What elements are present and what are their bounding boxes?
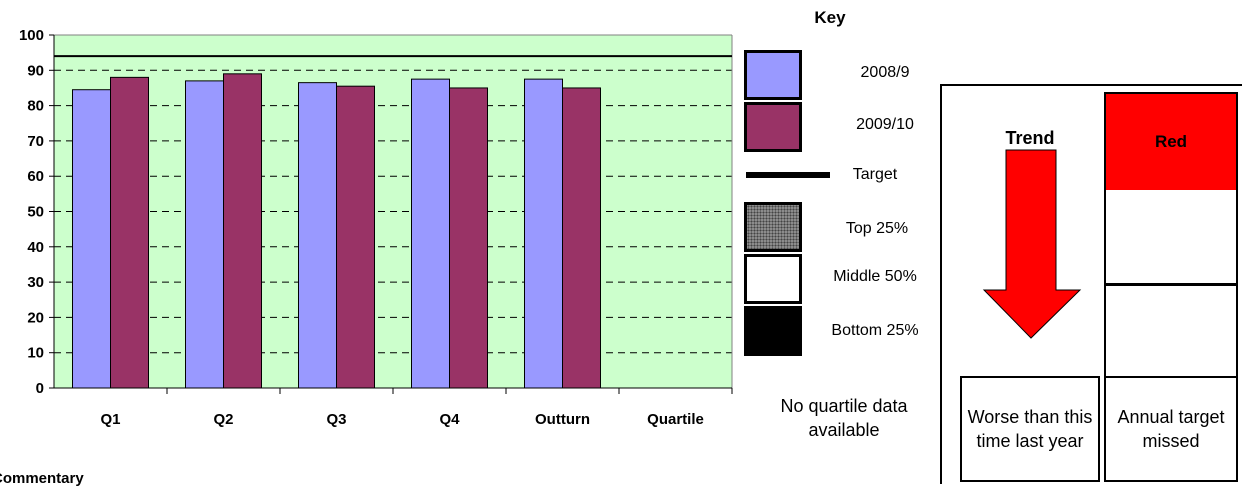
- rag-caption: Annual target missed: [1104, 376, 1238, 482]
- status-panel: [940, 84, 1242, 484]
- key-label-top-25: Top 25%: [845, 220, 909, 237]
- x-tick-label: Q2: [213, 411, 233, 428]
- key-label-target: Target: [852, 166, 898, 183]
- y-tick-label: 10: [27, 345, 44, 362]
- trend-caption: Worse than this time last year: [960, 376, 1100, 482]
- x-tick-label: Q4: [439, 411, 460, 428]
- x-tick-label: Q1: [100, 411, 120, 428]
- bar-chart: Q1 Q2 Q3 Q4 Outturn Quartile 0 10 20 30 40 50 60 70 80…: [19, 27, 733, 428]
- commentary-heading: Commentary: [0, 470, 84, 487]
- y-tick-label: 40: [27, 239, 44, 256]
- bar-q3-2008-9: [298, 82, 337, 389]
- y-tick-label: 90: [27, 62, 44, 79]
- y-tick-label: 0: [36, 380, 44, 397]
- bar-q4-2009-10: [449, 87, 488, 389]
- y-tick-label: 60: [27, 168, 44, 185]
- key-label-bottom-25: Bottom 25%: [831, 322, 919, 339]
- x-tick-label: Quartile: [647, 411, 704, 428]
- trend-title: Trend: [1005, 128, 1055, 148]
- bar-q2-2008-9: [185, 80, 224, 389]
- bar-q2-2009-10: [223, 73, 262, 389]
- key-swatch-bottom-25: [744, 306, 802, 356]
- key-label-2009-10: 2009/10: [856, 116, 914, 133]
- y-tick-label: 100: [19, 27, 44, 44]
- rag-status-red: Red: [1106, 94, 1236, 190]
- bar-q4-2008-9: [411, 78, 450, 389]
- x-tick-label: Q3: [326, 411, 346, 428]
- y-tick-label: 80: [27, 98, 44, 115]
- trend-down-arrow-icon: [982, 149, 1082, 339]
- key-swatch-2009-10: [744, 102, 802, 152]
- bar-q3-2009-10: [336, 85, 375, 389]
- x-tick-label: Outturn: [535, 411, 590, 428]
- no-quartile-note: No quartile data available: [780, 396, 908, 440]
- bar-q1-2009-10: [110, 76, 149, 389]
- key-target-line: [746, 172, 830, 178]
- rag-status-amber-cell: [1106, 190, 1236, 286]
- key-label-2008-9: 2008/9: [860, 64, 910, 81]
- y-tick-label: 20: [27, 309, 44, 326]
- y-tick-label: 50: [27, 204, 44, 221]
- bar-outturn-2009-10: [562, 87, 601, 389]
- key-swatch-middle-50: [744, 254, 802, 304]
- key-swatch-2008-9: [744, 50, 802, 100]
- key-title: Key: [814, 8, 846, 27]
- bar-outturn-2008-9: [524, 78, 563, 389]
- key-swatch-top-25: [744, 202, 802, 252]
- y-tick-label: 70: [27, 133, 44, 150]
- bar-q1-2008-9: [72, 89, 111, 389]
- key-label-middle-50: Middle 50%: [833, 268, 917, 285]
- y-tick-label: 30: [27, 274, 44, 291]
